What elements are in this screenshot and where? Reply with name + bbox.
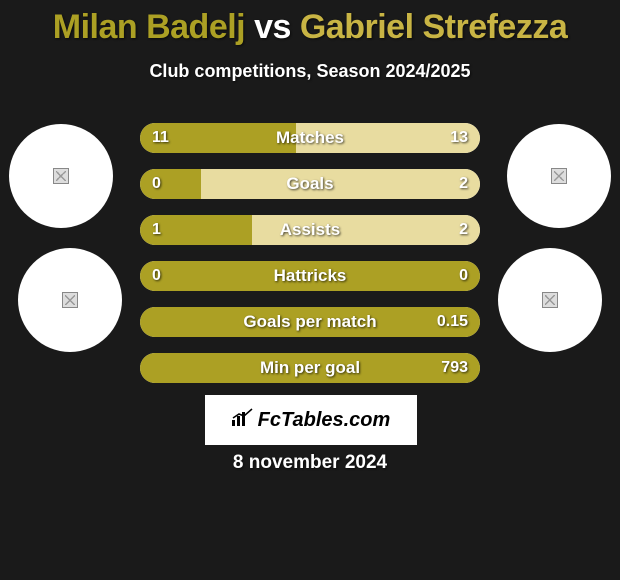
stat-label: Goals bbox=[140, 169, 480, 199]
stat-label: Min per goal bbox=[140, 353, 480, 383]
stat-label: Assists bbox=[140, 215, 480, 245]
player1-team-logo bbox=[18, 248, 122, 352]
player1-name: Milan Badelj bbox=[53, 8, 245, 46]
chart-icon bbox=[232, 408, 254, 432]
fctables-logo: FcTables.com bbox=[205, 395, 417, 445]
logo-text: FcTables.com bbox=[258, 409, 391, 432]
stat-label: Goals per match bbox=[140, 307, 480, 337]
player2-avatar bbox=[507, 124, 611, 228]
vs-text: vs bbox=[254, 8, 291, 46]
stat-label: Hattricks bbox=[140, 261, 480, 291]
stat-bar: 00Hattricks bbox=[140, 261, 480, 291]
player2-team-logo bbox=[498, 248, 602, 352]
stat-bar: 02Goals bbox=[140, 169, 480, 199]
player2-name: Gabriel Strefezza bbox=[300, 8, 567, 46]
image-placeholder-icon bbox=[542, 292, 558, 308]
stats-bars: 1113Matches 02Goals 12Assists 00Hattricks 0.… bbox=[140, 123, 480, 399]
stat-label: Matches bbox=[140, 123, 480, 153]
stat-bar: 0.15Goals per match bbox=[140, 307, 480, 337]
stat-bar: 793Min per goal bbox=[140, 353, 480, 383]
image-placeholder-icon bbox=[551, 168, 567, 184]
image-placeholder-icon bbox=[53, 168, 69, 184]
player1-avatar bbox=[9, 124, 113, 228]
season-subtitle: Club competitions, Season 2024/2025 bbox=[0, 61, 620, 82]
comparison-title: Milan Badelj vs Gabriel Strefezza bbox=[0, 0, 620, 47]
stat-bar: 1113Matches bbox=[140, 123, 480, 153]
stat-bar: 12Assists bbox=[140, 215, 480, 245]
date-text: 8 november 2024 bbox=[0, 452, 620, 474]
image-placeholder-icon bbox=[62, 292, 78, 308]
